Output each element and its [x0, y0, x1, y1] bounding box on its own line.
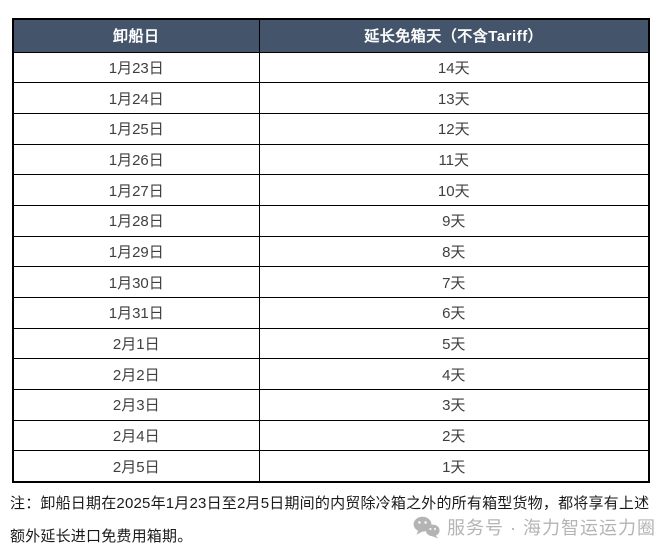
cell-unload-date: 1月27日 — [12, 174, 260, 206]
cell-free-days: 3天 — [258, 389, 650, 421]
cell-free-days: 11天 — [258, 143, 650, 176]
table-row: 2月1日 5天 — [12, 327, 650, 360]
cell-free-days: 8天 — [258, 235, 650, 268]
table-row: 1月31日 6天 — [12, 297, 650, 329]
table-row: 1月28日 9天 — [12, 204, 650, 237]
cell-unload-date: 1月26日 — [12, 143, 260, 176]
cell-free-days: 10天 — [258, 174, 650, 206]
table-row: 1月27日 10天 — [12, 174, 650, 206]
table-row: 1月23日 14天 — [12, 51, 650, 84]
cell-free-days: 7天 — [258, 266, 650, 298]
cell-unload-date: 1月28日 — [12, 204, 260, 237]
table-row: 1月30日 7天 — [12, 266, 650, 298]
table-row: 2月2日 4天 — [12, 358, 650, 391]
cell-free-days: 5天 — [258, 327, 650, 360]
header-unload-date: 卸船日 — [12, 18, 260, 53]
cell-unload-date: 2月1日 — [12, 327, 260, 360]
cell-unload-date: 2月2日 — [12, 358, 260, 391]
table-row: 1月29日 8天 — [12, 235, 650, 268]
cell-unload-date: 1月29日 — [12, 235, 260, 268]
cell-unload-date: 1月23日 — [12, 51, 260, 84]
cell-unload-date: 1月31日 — [12, 297, 260, 329]
footnote: 注：卸船日期在2025年1月23日至2月5日期间的内贸除冷箱之外的所有箱型货物，… — [10, 495, 650, 545]
cell-unload-date: 1月25日 — [12, 112, 260, 145]
cell-free-days: 4天 — [258, 358, 650, 391]
cell-free-days: 9天 — [258, 204, 650, 237]
cell-free-days: 12天 — [258, 112, 650, 145]
cell-free-days: 13天 — [258, 82, 650, 114]
cell-free-days: 2天 — [258, 419, 650, 452]
table-row: 1月25日 12天 — [12, 112, 650, 145]
cell-free-days: 6天 — [258, 297, 650, 329]
table-row: 2月5日 1天 — [12, 450, 650, 483]
header-extended-free-days: 延长免箱天（不含Tariff） — [258, 18, 650, 53]
cell-unload-date: 2月3日 — [12, 389, 260, 421]
cell-unload-date: 1月30日 — [12, 266, 260, 298]
cell-unload-date: 1月24日 — [12, 82, 260, 114]
watermark: 服务号 · 海力智运运力圈 — [413, 514, 656, 540]
table-row: 1月24日 13天 — [12, 82, 650, 114]
cell-free-days: 14天 — [258, 51, 650, 84]
free-days-table: 卸船日 延长免箱天（不含Tariff） 1月23日 14天 1月24日 13天 … — [12, 18, 650, 483]
table-header-row: 卸船日 延长免箱天（不含Tariff） — [12, 18, 650, 53]
watermark-text: 服务号 · 海力智运运力圈 — [447, 518, 656, 538]
table-row: 1月26日 11天 — [12, 143, 650, 176]
wechat-icon — [413, 516, 440, 539]
cell-unload-date: 2月4日 — [12, 419, 260, 452]
table-row: 2月4日 2天 — [12, 419, 650, 452]
cell-unload-date: 2月5日 — [12, 450, 260, 483]
table-body: 1月23日 14天 1月24日 13天 1月25日 12天 1月26日 11天 … — [12, 51, 650, 483]
table-row: 2月3日 3天 — [12, 389, 650, 421]
cell-free-days: 1天 — [258, 450, 650, 483]
